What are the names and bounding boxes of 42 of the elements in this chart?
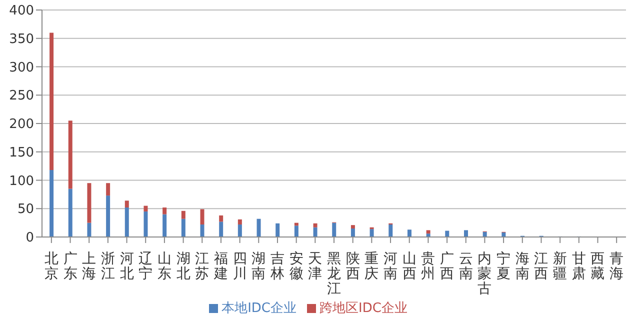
- x-tick-label: 重庆: [364, 251, 379, 282]
- x-tick-label: 宁夏: [496, 251, 511, 282]
- y-tick-label: 350: [9, 32, 34, 47]
- x-tick-label: 江西: [534, 251, 548, 282]
- x-tick-label: 湖南: [252, 251, 266, 282]
- y-tick-label: 0: [26, 230, 34, 246]
- x-tick-label: 青海: [610, 251, 624, 282]
- x-tick-label: 河北: [120, 251, 134, 282]
- y-tick-label: 300: [9, 60, 34, 76]
- y-tick-label: 250: [9, 88, 34, 104]
- x-tick-label: 黑龙江: [327, 251, 341, 297]
- x-tick-label: 海南: [515, 251, 530, 282]
- x-tick-label: 福建: [212, 251, 228, 282]
- x-tick-label: 江苏: [195, 251, 210, 282]
- x-tick-label: 北京: [44, 251, 58, 282]
- x-tick-label: 内蒙古: [478, 251, 492, 297]
- x-tick-label: 广西: [440, 251, 454, 282]
- legend-label: 跨地区IDC企业: [320, 301, 408, 316]
- x-tick-label: 西藏: [590, 251, 605, 282]
- x-tick-label: 湖北: [176, 251, 190, 282]
- x-tick-label: 广东: [63, 251, 78, 282]
- x-tick-label: 云南: [458, 251, 473, 282]
- x-tick-label: 天津: [308, 251, 322, 282]
- y-tick-label: 50: [17, 202, 34, 218]
- x-tick-label: 新疆: [553, 251, 568, 282]
- y-tick-label: 200: [9, 117, 34, 132]
- x-tick-label: 四川: [232, 251, 247, 282]
- x-tick-label: 上海: [82, 251, 96, 282]
- x-tick-label: 安徽: [289, 251, 304, 282]
- x-tick-label: 辽宁: [138, 251, 153, 282]
- x-tick-label: 山西: [402, 251, 416, 282]
- y-tick-label: 100: [9, 174, 34, 189]
- x-tick-label: 贵州: [421, 251, 436, 282]
- y-tick-label: 400: [9, 4, 34, 19]
- y-tick-label: 150: [9, 145, 34, 160]
- x-tick-label: 浙江: [100, 251, 115, 282]
- x-tick-label: 山东: [157, 251, 172, 282]
- x-tick-label: 吉林: [269, 251, 284, 282]
- x-tick-label: 陕西: [346, 251, 360, 282]
- x-tick-label: 甘肃: [572, 251, 586, 282]
- x-tick-label: 河南: [384, 251, 398, 282]
- legend-label: 本地IDC企业: [222, 301, 296, 316]
